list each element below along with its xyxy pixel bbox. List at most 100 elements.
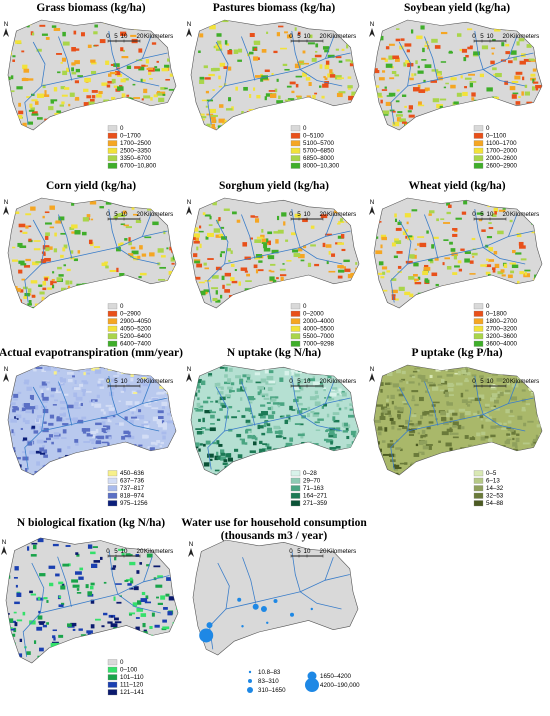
land-patch [83,441,91,443]
land-patch [491,213,497,217]
land-patch [22,122,27,127]
land-patch [328,470,335,473]
land-patch [26,651,31,655]
land-patch [429,210,435,214]
land-patch [95,429,99,433]
land-patch [96,94,102,98]
land-patch [42,408,49,414]
land-patch [20,410,24,412]
land-patch [531,231,536,234]
land-patch [425,444,433,446]
land-patch [410,125,417,129]
land-patch [446,401,449,405]
land-patch [286,34,292,39]
land-patch [64,20,70,24]
land-patch [37,596,41,601]
land-patch [57,266,62,270]
land-patch [508,283,513,288]
land-patch [200,20,206,25]
north-label: N [187,199,191,206]
land-patch [107,415,113,419]
land-patch [66,67,70,73]
land-patch [114,557,117,561]
land-patch [116,276,123,280]
land-patch [505,389,511,393]
land-patch [319,382,323,387]
land-patch [65,454,71,458]
land-patch [17,242,23,247]
north-label: N [4,199,8,206]
land-patch [284,99,291,102]
land-patch [167,420,175,424]
land-patch [493,250,498,255]
land-patch [241,304,248,307]
land-patch [41,33,48,36]
land-patch [39,123,47,128]
land-patch [161,112,166,118]
land-patch [236,127,240,130]
land-patch [143,636,148,641]
land-patch [266,402,271,404]
legend-swatch [107,162,118,169]
legend-label: 10.8–83 [258,669,281,676]
land-patch [429,410,436,413]
land-patch [157,410,164,414]
land-patch [220,456,227,461]
land-patch [94,403,102,408]
land-patch [138,297,146,299]
legend-label: 83–310 [258,678,279,685]
land-patch [538,413,542,418]
land-patch [239,117,244,122]
land-patch [163,230,166,235]
land-patch [89,128,96,130]
land-patch [207,232,214,237]
land-patch [401,378,406,381]
land-patch [358,31,359,35]
land-patch [421,59,427,61]
land-patch [357,456,359,459]
land-patch [101,635,105,639]
land-patch [278,449,284,452]
land-patch [452,421,459,426]
land-patch [510,428,514,432]
land-patch [319,286,325,292]
land-patch [101,421,106,425]
land-patch [446,428,453,433]
land-patch [276,100,284,104]
land-patch [152,416,160,422]
land-patch [209,458,213,461]
river [291,551,301,592]
land-patch [350,272,356,275]
land-patch [95,299,102,304]
river [390,230,534,303]
land-patch [460,248,465,251]
land-patch [292,284,298,289]
land-patch [294,27,297,31]
land-patch [221,20,229,23]
land-patch [25,410,31,414]
land-patch [129,420,134,424]
land-patch [294,462,301,465]
land-patch [248,108,255,112]
land-patch [509,262,516,265]
land-patch [60,407,66,410]
scale-unit: Kilometers [327,378,356,385]
land-patch [154,68,160,72]
land-patch [511,470,515,474]
land-patch [270,270,275,273]
land-patch [336,403,340,407]
land-patch [538,240,542,244]
land-patch [275,435,282,438]
land-patch [170,121,175,125]
land-patch [86,391,92,393]
land-patch [224,272,231,277]
land-patch [157,114,165,119]
land-patch [394,467,402,469]
land-patch [497,284,504,287]
land-patch [13,407,19,411]
land-patch [128,612,136,615]
land-patch [424,411,430,415]
land-patch [276,105,280,109]
river [508,214,518,237]
legend-label: 5100–5700 [303,140,335,147]
